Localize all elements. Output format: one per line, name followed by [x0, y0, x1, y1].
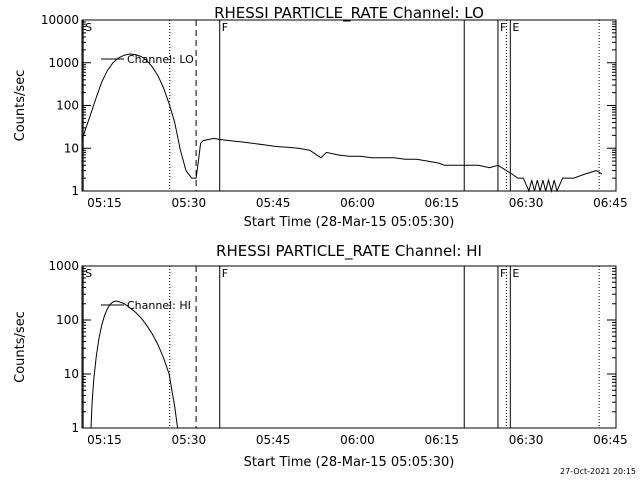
y-tick-label: 1: [71, 421, 79, 435]
y-tick-label: 100: [56, 99, 79, 113]
legend-label: Channel: HI: [127, 299, 191, 312]
y-tick-label: 1000: [48, 56, 79, 70]
chart-title: RHESSI PARTICLE_RATE Channel: LO: [214, 4, 484, 23]
x-tick-label: 05:15: [87, 433, 122, 447]
marker-flag: F: [500, 267, 506, 280]
series-line: [90, 300, 179, 429]
x-tick-label: 05:45: [256, 196, 291, 210]
x-tick-label: 06:00: [340, 196, 375, 210]
y-tick-label: 1000: [48, 259, 79, 273]
x-axis-label: Start Time (28-Mar-15 05:05:30): [244, 455, 455, 470]
series-line: [81, 53, 603, 193]
plot-frame: [81, 265, 617, 429]
legend-label: Channel: LO: [127, 53, 194, 66]
y-axis-label: Counts/sec: [13, 311, 28, 383]
x-tick-label: 06:15: [424, 196, 459, 210]
marker-flag: S: [85, 267, 92, 280]
y-tick-label: 100: [56, 313, 79, 327]
x-tick-label: 06:45: [593, 196, 628, 210]
x-tick-label: 06:30: [509, 196, 544, 210]
plot-frame: [81, 19, 617, 192]
x-tick-label: 06:45: [593, 433, 628, 447]
y-tick-label: 10: [64, 141, 79, 155]
y-tick-label: 10: [64, 367, 79, 381]
footer-timestamp: 27-Oct-2021 20:15: [560, 467, 636, 476]
marker-flag: F: [222, 267, 228, 280]
x-axis-label: Start Time (28-Mar-15 05:05:30): [244, 215, 455, 230]
x-tick-label: 05:15: [87, 196, 122, 210]
x-tick-label: 05:30: [172, 433, 207, 447]
x-tick-label: 06:30: [509, 433, 544, 447]
y-tick-label: 1: [71, 184, 79, 198]
chart-panel-lo: RHESSI PARTICLE_RATE Channel: LO Start Ti…: [13, 4, 628, 230]
y-axis-label: Counts/sec: [13, 70, 28, 142]
y-tick-label: 10000: [41, 13, 79, 27]
x-tick-label: 06:00: [340, 433, 375, 447]
chart-title: RHESSI PARTICLE_RATE Channel: HI: [216, 242, 482, 261]
marker-flag: E: [512, 21, 519, 34]
x-tick-label: 05:30: [172, 196, 207, 210]
x-tick-label: 06:15: [424, 433, 459, 447]
chart-panel-hi: RHESSI PARTICLE_RATE Channel: HI Start Ti…: [13, 242, 628, 470]
marker-flag: F: [222, 21, 228, 34]
marker-flag: E: [512, 267, 519, 280]
x-tick-label: 05:45: [256, 433, 291, 447]
marker-flag: S: [85, 21, 92, 34]
marker-flag: F: [500, 21, 506, 34]
